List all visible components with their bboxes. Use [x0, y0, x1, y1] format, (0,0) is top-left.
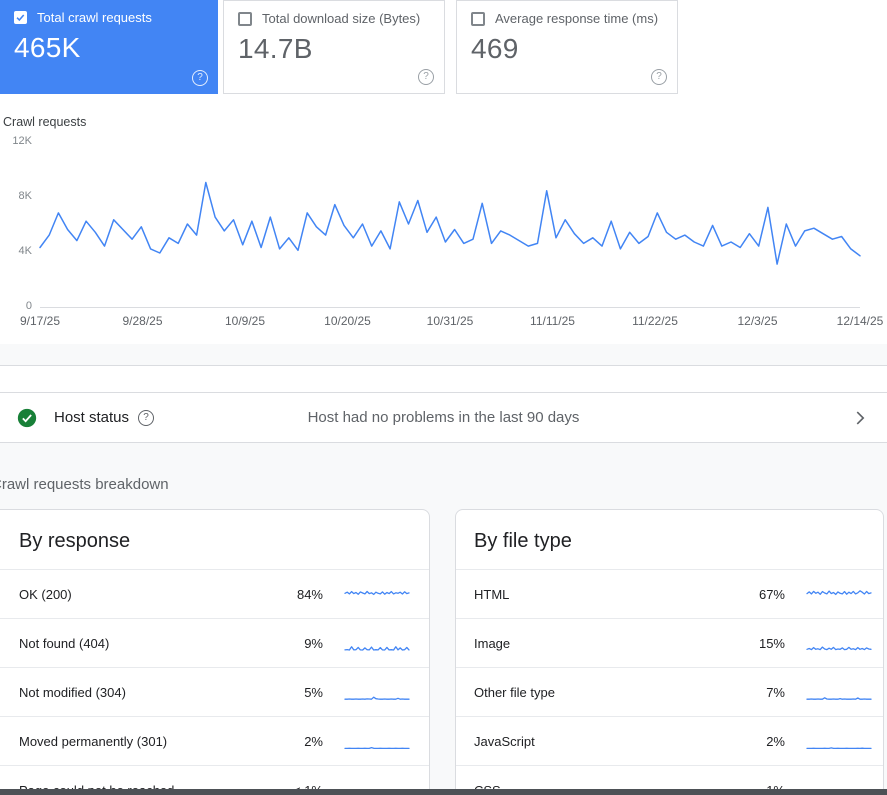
chart-plot-area	[39, 141, 861, 308]
card-header: Total crawl requests	[14, 10, 204, 25]
checkbox-unchecked-icon[interactable]	[471, 11, 485, 26]
x-axis-tick: 10/20/25	[324, 314, 371, 328]
sparkline-chart	[344, 696, 410, 700]
breakdown-row-image[interactable]: Image 15%	[456, 618, 883, 667]
sparkline-chart	[806, 747, 872, 750]
card-label: Total crawl requests	[37, 10, 152, 25]
sparkline-chart	[344, 746, 410, 750]
row-percent: 84%	[296, 586, 323, 602]
x-axis: 9/17/25 9/28/25 10/9/25 10/20/25 10/31/2…	[20, 314, 883, 330]
x-axis-tick: 11/11/25	[530, 314, 575, 328]
row-percent: 2%	[766, 733, 785, 749]
row-percent: 7%	[766, 684, 785, 700]
card-label: Total download size (Bytes)	[262, 11, 421, 26]
row-percent: 15%	[758, 635, 785, 651]
checkbox-checked-icon[interactable]	[14, 11, 27, 24]
row-percent: 67%	[758, 586, 785, 602]
by-response-card: By response OK (200) 84% Not found (404)…	[0, 509, 430, 795]
card-value: 469	[471, 33, 519, 64]
breakdown-row-moved-permanently-301[interactable]: Moved permanently (301) 2%	[0, 716, 429, 765]
row-percent: 2%	[304, 733, 323, 749]
by-response-title: By response	[19, 530, 131, 552]
breakdown-section-title: Crawl requests breakdown	[0, 476, 169, 493]
bottom-scrollbar[interactable]	[0, 789, 887, 795]
crawl-requests-chart: Crawl requests 12K 8K 4K 0 9/17/25 9/28/…	[0, 94, 887, 344]
y-axis-tick: 0	[25, 300, 32, 312]
host-status-label: Host status	[54, 409, 130, 426]
row-label: Other file type	[474, 684, 555, 700]
x-axis-tick: 9/17/25	[19, 314, 61, 328]
sparkline-chart	[806, 697, 872, 700]
card-header: Average response time (ms)	[471, 11, 663, 26]
checkbox-unchecked-icon[interactable]	[238, 11, 252, 26]
row-label: Moved permanently (301)	[19, 733, 168, 749]
sparkline-chart	[344, 646, 410, 651]
y-axis-tick: 8K	[18, 190, 32, 202]
row-label: Not modified (304)	[19, 684, 126, 700]
card-value: 465K	[14, 32, 81, 63]
breakdown-row-not-modified-304[interactable]: Not modified (304) 5%	[0, 667, 429, 716]
chart-title: Crawl requests	[3, 115, 87, 129]
host-status-row[interactable]: Host status ? Host had no problems in th…	[0, 392, 887, 443]
card-header: Total download size (Bytes)	[238, 11, 430, 26]
breakdown-row-not-found-404[interactable]: Not found (404) 9%	[0, 618, 429, 667]
chevron-right-icon[interactable]	[849, 407, 871, 429]
breakdown-row-ok-200[interactable]: OK (200) 84%	[0, 569, 429, 618]
sparkline-chart	[806, 590, 872, 596]
stat-card-average-response-time[interactable]: Average response time (ms) 469 ?	[456, 0, 678, 94]
stat-card-total-download-size[interactable]: Total download size (Bytes) 14.7B ?	[223, 0, 445, 94]
help-icon[interactable]: ?	[138, 409, 155, 426]
section-divider	[0, 344, 887, 366]
crawl-requests-breakdown-section: Crawl requests breakdown By response OK …	[0, 443, 887, 795]
stat-cards-row: Total crawl requests 465K ? Total downlo…	[0, 0, 887, 94]
host-ok-icon	[16, 407, 38, 429]
help-icon[interactable]: ?	[418, 69, 434, 85]
y-axis-tick: 4K	[18, 245, 32, 257]
card-label: Average response time (ms)	[495, 11, 659, 26]
row-percent: 5%	[304, 684, 323, 700]
row-label: OK (200)	[19, 586, 72, 602]
by-file-type-title: By file type	[474, 530, 572, 552]
by-file-type-card: By file type HTML 67% Image 15% Other fi…	[455, 509, 884, 795]
sparkline-chart	[344, 590, 410, 596]
breakdown-row-javascript[interactable]: JavaScript 2%	[456, 716, 883, 765]
host-status-message: Host had no problems in the last 90 days	[307, 409, 580, 426]
row-label: Image	[474, 635, 511, 651]
x-axis-tick: 11/22/25	[632, 314, 678, 328]
row-label: Not found (404)	[19, 635, 110, 651]
line-chart	[39, 181, 861, 265]
help-icon[interactable]: ?	[651, 69, 667, 85]
x-axis-tick: 12/3/25	[737, 314, 778, 328]
x-axis-tick: 12/14/25	[836, 314, 884, 328]
spacer	[0, 366, 887, 392]
breakdown-row-html[interactable]: HTML 67%	[456, 569, 883, 618]
x-axis-tick: 9/28/25	[122, 314, 163, 328]
row-label: HTML	[474, 586, 510, 602]
breakdown-row-other-file-type[interactable]: Other file type 7%	[456, 667, 883, 716]
x-axis-tick: 10/9/25	[224, 314, 266, 328]
sparkline-chart	[806, 646, 872, 651]
x-axis-tick: 10/31/25	[426, 314, 474, 328]
row-label: JavaScript	[474, 733, 535, 749]
row-percent: 9%	[304, 635, 323, 651]
breakdown-cards: By response OK (200) 84% Not found (404)…	[0, 509, 887, 795]
help-icon[interactable]: ?	[192, 70, 208, 86]
y-axis-tick: 12K	[12, 135, 32, 147]
stat-card-total-crawl-requests[interactable]: Total crawl requests 465K ?	[0, 0, 218, 94]
card-value: 14.7B	[238, 33, 313, 64]
